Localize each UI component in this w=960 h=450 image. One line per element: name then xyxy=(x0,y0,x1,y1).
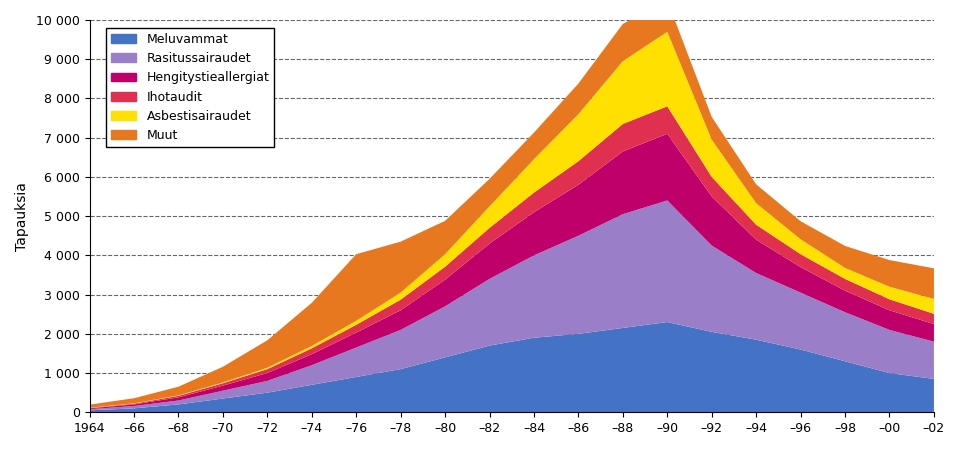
Y-axis label: Tapauksia: Tapauksia xyxy=(15,182,29,251)
Legend: Meluvammat, Rasitussairaudet, Hengitystieallergiat, Ihotaudit, Asbestisairaudet,: Meluvammat, Rasitussairaudet, Hengitysti… xyxy=(107,28,275,147)
